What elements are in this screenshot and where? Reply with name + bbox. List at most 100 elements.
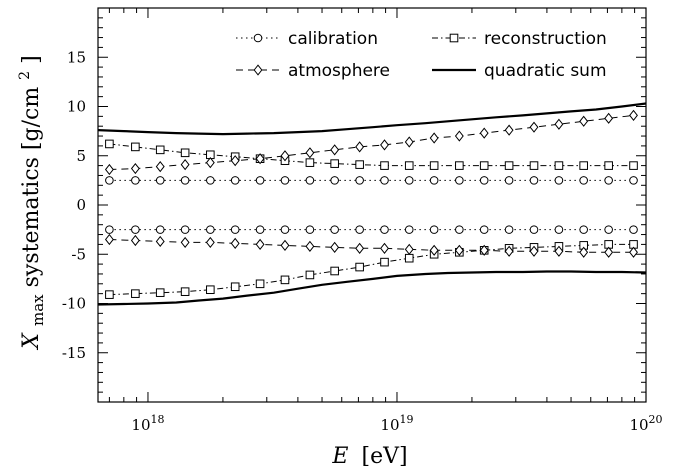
data-point-calibration — [604, 225, 613, 234]
data-point-atmosphere — [554, 118, 564, 130]
series-atmosphere — [104, 109, 638, 258]
data-point-reconstruction — [479, 161, 489, 170]
data-point-reconstruction — [504, 161, 514, 170]
data-point-reconstruction — [529, 161, 539, 170]
data-point-reconstruction — [429, 161, 439, 170]
y-tick-label: 0 — [76, 196, 86, 214]
data-point-atmosphere — [330, 144, 340, 156]
data-point-calibration — [105, 176, 114, 185]
data-point-reconstruction — [155, 145, 165, 155]
data-point-atmosphere — [355, 141, 365, 153]
data-point-atmosphere — [504, 124, 514, 136]
data-point-calibration — [504, 225, 514, 234]
series-line-reconstruction-lower — [109, 243, 634, 296]
x-axis-variable: E — [331, 444, 348, 469]
data-point-calibration — [155, 176, 165, 185]
data-point-reconstruction — [355, 160, 364, 169]
data-point-atmosphere — [579, 246, 589, 258]
data-point-calibration — [305, 176, 315, 185]
x-axis-title: E [eV] — [331, 444, 407, 469]
data-point-atmosphere — [330, 241, 340, 253]
data-point-atmosphere — [404, 243, 414, 255]
data-point-reconstruction — [554, 161, 564, 170]
data-point-calibration — [230, 176, 240, 185]
data-point-reconstruction — [230, 282, 240, 292]
data-point-atmosphere — [629, 246, 638, 258]
data-point-atmosphere — [579, 115, 589, 127]
data-point-calibration — [404, 225, 414, 234]
data-point-atmosphere — [479, 127, 489, 139]
data-point-atmosphere — [554, 245, 564, 257]
y-axis-title: X max systematics [g/cm 2 ] — [10, 55, 49, 350]
y-tick-label: 5 — [76, 147, 86, 165]
x-tick-label: 1020 — [629, 413, 662, 434]
data-point-reconstruction — [280, 275, 290, 285]
data-point-calibration — [455, 225, 464, 234]
data-point-calibration — [604, 176, 613, 185]
legend-label-quadratic-sum: quadratic sum — [484, 61, 607, 81]
data-point-calibration — [330, 176, 339, 185]
data-point-reconstruction — [579, 161, 588, 170]
data-point-reconstruction — [131, 289, 140, 298]
data-point-calibration — [280, 225, 290, 234]
data-point-atmosphere — [180, 236, 190, 249]
data-point-atmosphere — [380, 139, 389, 151]
data-point-atmosphere — [604, 112, 614, 124]
data-point-atmosphere — [629, 109, 638, 121]
data-point-atmosphere — [305, 240, 315, 252]
data-point-calibration — [554, 225, 564, 234]
data-point-calibration — [455, 176, 464, 185]
data-point-reconstruction — [629, 161, 638, 170]
data-point-calibration — [429, 225, 439, 234]
legend-item-quadratic-sum: quadratic sum — [432, 61, 607, 81]
data-point-calibration — [629, 225, 638, 234]
data-point-atmosphere — [130, 162, 140, 175]
data-point-calibration — [479, 176, 489, 185]
data-point-atmosphere — [205, 236, 215, 249]
legend-label-atmosphere: atmosphere — [288, 61, 390, 81]
data-point-calibration — [529, 225, 539, 234]
legend-label-reconstruction: reconstruction — [484, 29, 607, 49]
y-tick-label: -10 — [62, 295, 86, 313]
y-axis-title-text: systematics [g/cm — [19, 87, 44, 288]
axes-layer: 15 10 5 0 -5 -10 -15 1018 1019 1020 — [62, 7, 663, 434]
data-point-calibration — [180, 176, 190, 185]
data-point-reconstruction — [255, 279, 265, 289]
data-point-reconstruction — [355, 262, 364, 272]
y-axis-unit-exponent: 2 — [17, 71, 33, 80]
data-point-reconstruction — [206, 285, 215, 295]
data-point-atmosphere — [205, 157, 215, 169]
data-point-calibration — [355, 176, 364, 185]
data-point-reconstruction — [330, 159, 339, 168]
data-point-reconstruction — [180, 287, 190, 296]
y-tick-label: 15 — [67, 48, 86, 66]
series-calibration — [105, 176, 638, 234]
data-point-atmosphere — [230, 237, 240, 250]
x-tick-label: 1018 — [131, 413, 164, 434]
data-point-calibration — [131, 176, 140, 185]
data-point-reconstruction — [305, 270, 315, 280]
data-point-calibration — [131, 225, 140, 234]
data-point-atmosphere — [504, 245, 514, 257]
data-point-reconstruction — [455, 161, 464, 170]
series-line-quadratic-sum-lower — [97, 270, 647, 306]
data-point-atmosphere — [155, 160, 165, 173]
data-point-reconstruction — [105, 139, 114, 149]
data-point-atmosphere — [429, 244, 439, 256]
data-point-reconstruction — [131, 142, 140, 152]
y-axis-variable-subscript: max — [29, 294, 47, 326]
y-tick-label: 10 — [67, 98, 86, 116]
data-point-calibration — [529, 176, 539, 185]
legend-item-reconstruction: reconstruction — [432, 29, 607, 49]
data-point-reconstruction — [380, 257, 389, 267]
data-point-atmosphere — [255, 153, 265, 165]
data-point-atmosphere — [454, 130, 464, 142]
data-point-calibration — [180, 225, 190, 234]
data-point-calibration — [155, 225, 165, 234]
data-point-atmosphere — [454, 244, 464, 256]
data-point-calibration — [206, 176, 215, 185]
series-quadratic-sum — [97, 102, 647, 306]
series-line-atmosphere-upper — [109, 114, 634, 170]
legend-marker-calibration — [253, 33, 263, 43]
legend: calibration reconstruction atmosphere quadr… — [236, 29, 607, 81]
